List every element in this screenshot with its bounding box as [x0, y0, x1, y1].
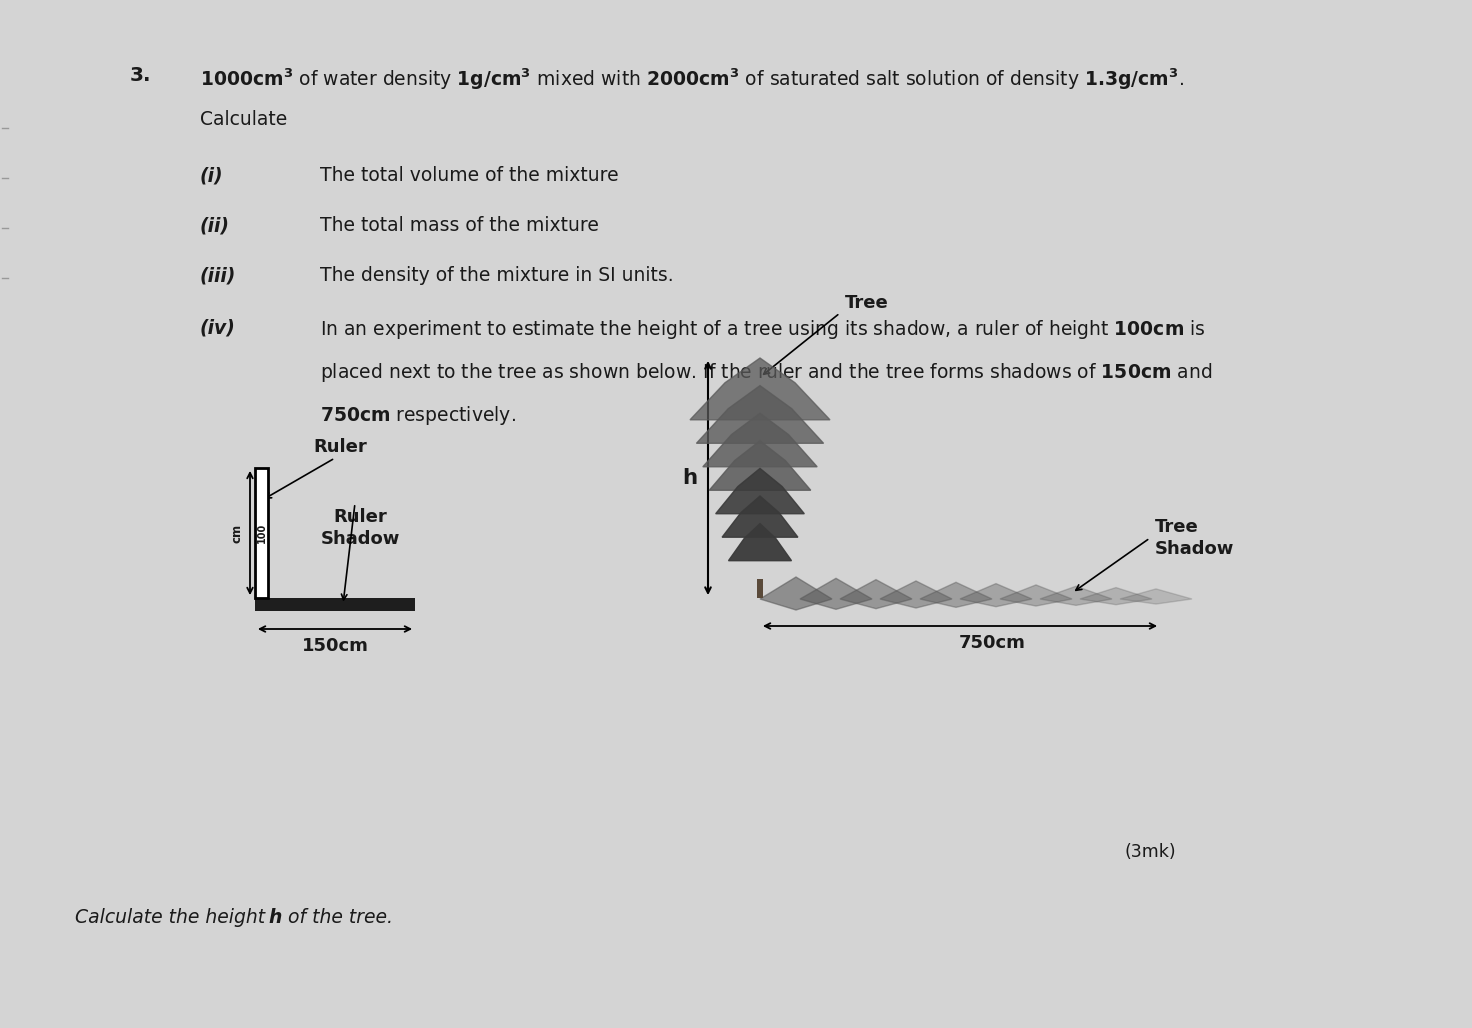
Polygon shape	[880, 581, 952, 608]
Polygon shape	[1120, 589, 1192, 604]
Polygon shape	[1080, 588, 1153, 604]
Polygon shape	[715, 469, 804, 514]
Text: (iii): (iii)	[200, 266, 237, 285]
Text: The total mass of the mixture: The total mass of the mixture	[319, 216, 599, 235]
Text: 100: 100	[256, 523, 266, 543]
Polygon shape	[696, 386, 823, 443]
Text: Ruler
Shadow: Ruler Shadow	[321, 508, 400, 548]
Bar	[255, 468, 268, 598]
Text: h: h	[268, 908, 281, 927]
Text: 3.: 3.	[130, 66, 152, 85]
Text: The density of the mixture in SI units.: The density of the mixture in SI units.	[319, 266, 674, 285]
Text: Tree
Shadow: Tree Shadow	[1156, 518, 1235, 558]
Text: cm: cm	[231, 523, 243, 543]
Text: placed next to the tree as shown below. If the ruler and the tree forms shadows : placed next to the tree as shown below. …	[319, 361, 1211, 384]
Text: In an experiment to estimate the height of a tree using its shadow, a ruler of h: In an experiment to estimate the height …	[319, 318, 1206, 341]
Text: (iv): (iv)	[200, 318, 236, 337]
Text: Calculate the height: Calculate the height	[75, 908, 271, 927]
Bar	[757, 579, 762, 598]
Polygon shape	[920, 582, 992, 608]
Polygon shape	[710, 441, 811, 490]
Text: $\mathbf{1000cm^3}$ of water density $\mathbf{1g/cm^3}$ mixed with $\mathbf{2000: $\mathbf{1000cm^3}$ of water density $\m…	[200, 66, 1183, 91]
Polygon shape	[760, 577, 832, 610]
Text: (ii): (ii)	[200, 216, 230, 235]
Text: Calculate: Calculate	[200, 110, 287, 128]
Polygon shape	[702, 413, 817, 467]
Text: (3mk): (3mk)	[1125, 843, 1176, 861]
Polygon shape	[690, 358, 830, 419]
Polygon shape	[799, 579, 871, 610]
Text: 750cm: 750cm	[958, 634, 1026, 652]
Text: The total volume of the mixture: The total volume of the mixture	[319, 166, 618, 185]
Text: Ruler: Ruler	[314, 438, 367, 456]
Polygon shape	[729, 523, 792, 560]
Polygon shape	[1041, 586, 1111, 605]
Text: 150cm: 150cm	[302, 637, 368, 655]
Polygon shape	[841, 580, 913, 609]
Text: of the tree.: of the tree.	[283, 908, 393, 927]
Polygon shape	[999, 585, 1072, 607]
Text: Tree: Tree	[845, 294, 889, 313]
Text: (i): (i)	[200, 166, 224, 185]
Polygon shape	[723, 495, 798, 538]
Polygon shape	[960, 584, 1032, 607]
Text: $\mathbf{750cm}$ respectively.: $\mathbf{750cm}$ respectively.	[319, 404, 515, 427]
Text: h: h	[683, 468, 698, 488]
Bar	[255, 598, 415, 611]
